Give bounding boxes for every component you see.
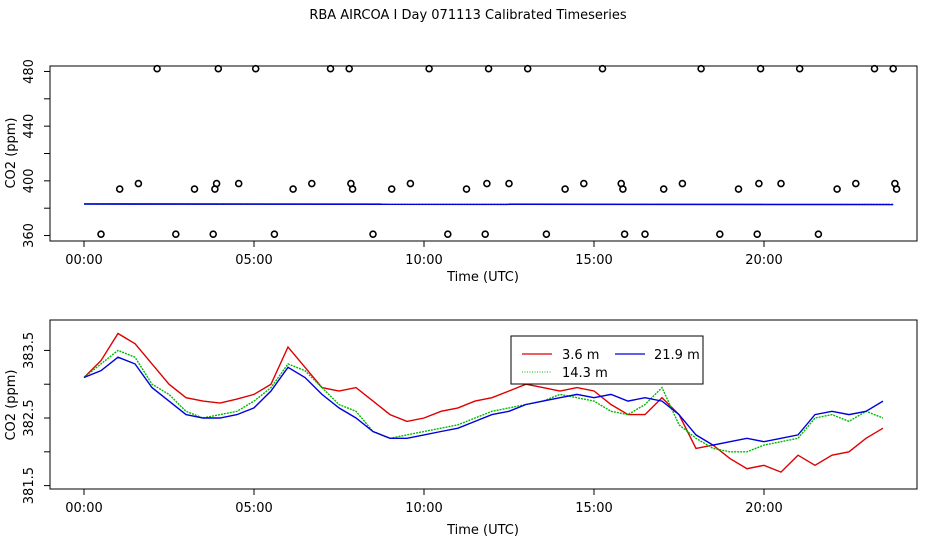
top-data-point <box>214 64 223 73</box>
top-y-tick-label: 360 <box>22 223 37 248</box>
top-data-point <box>697 64 705 73</box>
top-data-point <box>579 179 588 188</box>
top-data-point <box>641 230 649 238</box>
top-x-tick-label: 20:00 <box>745 253 782 268</box>
top-data-point <box>598 64 607 73</box>
top-series-21-9-m <box>83 203 894 206</box>
top-x-tick-label: 05:00 <box>235 253 272 268</box>
bottom-x-tick-label: 15:00 <box>575 501 612 516</box>
top-x-tick-label: 10:00 <box>405 253 442 268</box>
top-data-point <box>755 179 763 188</box>
top-data-point <box>620 230 629 238</box>
top-data-point <box>425 64 433 73</box>
top-data-point <box>270 230 279 238</box>
top-data-point <box>348 185 357 193</box>
top-y-axis: 360 400 440 480 <box>22 59 50 248</box>
bottom-x-tick-label: 05:00 <box>235 501 272 516</box>
top-data-point <box>756 64 765 73</box>
bottom-y-tick-label: 381.5 <box>22 467 37 504</box>
top-data-point <box>678 179 687 188</box>
bottom-series-3-6-m <box>83 332 884 473</box>
top-data-point <box>619 185 627 193</box>
top-panel: 00:00 05:00 10:00 15:00 20:00 360 400 440 480 T… <box>4 59 918 285</box>
top-data-point <box>172 230 180 238</box>
top-data-point <box>833 185 841 193</box>
bottom-x-tick-label: 20:00 <box>745 501 782 516</box>
top-plot-frame <box>49 65 918 242</box>
top-data-point <box>715 230 724 238</box>
legend-label-3-6m: 3.6 m <box>562 348 599 363</box>
legend-label-21-9m: 21.9 m <box>654 348 700 363</box>
bottom-plot-frame <box>49 319 918 490</box>
bottom-y-axis: 381.5 382.5 383.5 <box>22 332 50 504</box>
top-data-point <box>251 64 260 73</box>
top-data-point <box>505 179 513 188</box>
top-data-point <box>523 64 532 73</box>
top-data-point <box>326 64 335 73</box>
top-x-axis: 00:00 05:00 10:00 15:00 20:00 <box>65 241 783 268</box>
top-data-point <box>481 230 490 238</box>
top-data-point <box>734 185 743 193</box>
top-y-tick-label: 440 <box>22 114 37 139</box>
top-data-point <box>889 64 898 73</box>
top-x-tick-label: 00:00 <box>65 253 102 268</box>
bottom-series-14-3-m <box>83 349 884 453</box>
top-data-point <box>134 179 143 188</box>
top-data-point <box>115 185 124 193</box>
top-data-point <box>484 64 493 73</box>
top-data-point <box>870 64 879 73</box>
top-data-point <box>153 64 161 73</box>
top-data-point <box>345 64 354 73</box>
top-y-tick-label: 400 <box>22 168 37 193</box>
bottom-y-tick-label: 383.5 <box>22 332 37 369</box>
top-data-point <box>462 185 471 193</box>
top-data-point <box>851 179 860 188</box>
top-data-point <box>212 179 221 188</box>
top-data-point <box>387 185 396 193</box>
top-data-point <box>753 230 762 238</box>
top-data-point <box>659 185 668 193</box>
top-data-point <box>190 185 199 193</box>
top-data-point <box>234 179 243 188</box>
top-x-axis-label: Time (UTC) <box>446 270 519 285</box>
legend-box <box>510 335 704 385</box>
top-data-point <box>406 179 415 188</box>
top-data-point <box>289 185 297 193</box>
top-data-point <box>369 230 377 238</box>
top-data-point <box>97 230 105 238</box>
figure-title: RBA AIRCOA I Day 071113 Calibrated Times… <box>309 8 627 23</box>
legend-label-14-3m: 14.3 m <box>562 366 608 381</box>
bottom-series-21-9-m <box>83 356 884 446</box>
top-data-point <box>561 185 569 193</box>
top-data-point <box>307 179 316 188</box>
top-data-point <box>443 230 452 238</box>
top-y-axis-label: CO2 (ppm) <box>4 117 19 188</box>
top-data-point <box>892 185 901 193</box>
bottom-x-axis: 00:00 05:00 10:00 15:00 20:00 <box>65 489 783 516</box>
bottom-x-tick-label: 10:00 <box>405 501 442 516</box>
legend: 3.6 m 21.9 m 14.3 m <box>510 335 704 385</box>
top-points <box>97 64 901 238</box>
top-data-point <box>483 179 491 188</box>
top-y-tick-label: 480 <box>22 59 37 84</box>
bottom-y-axis-label: CO2 (ppm) <box>4 369 19 440</box>
top-data-point <box>209 230 217 238</box>
top-data-point <box>542 230 551 238</box>
top-data-point <box>795 64 804 73</box>
top-series-lines <box>83 203 894 206</box>
bottom-x-axis-label: Time (UTC) <box>446 523 519 538</box>
bottom-panel: 00:00 05:00 10:00 15:00 20:00 381.5 382.5 383.… <box>4 319 918 538</box>
bottom-y-tick-label: 382.5 <box>22 399 37 436</box>
bottom-series-lines <box>83 332 884 473</box>
bottom-x-tick-label: 00:00 <box>65 501 102 516</box>
top-data-point <box>814 230 823 238</box>
top-data-point <box>777 179 785 188</box>
top-x-tick-label: 15:00 <box>575 253 612 268</box>
